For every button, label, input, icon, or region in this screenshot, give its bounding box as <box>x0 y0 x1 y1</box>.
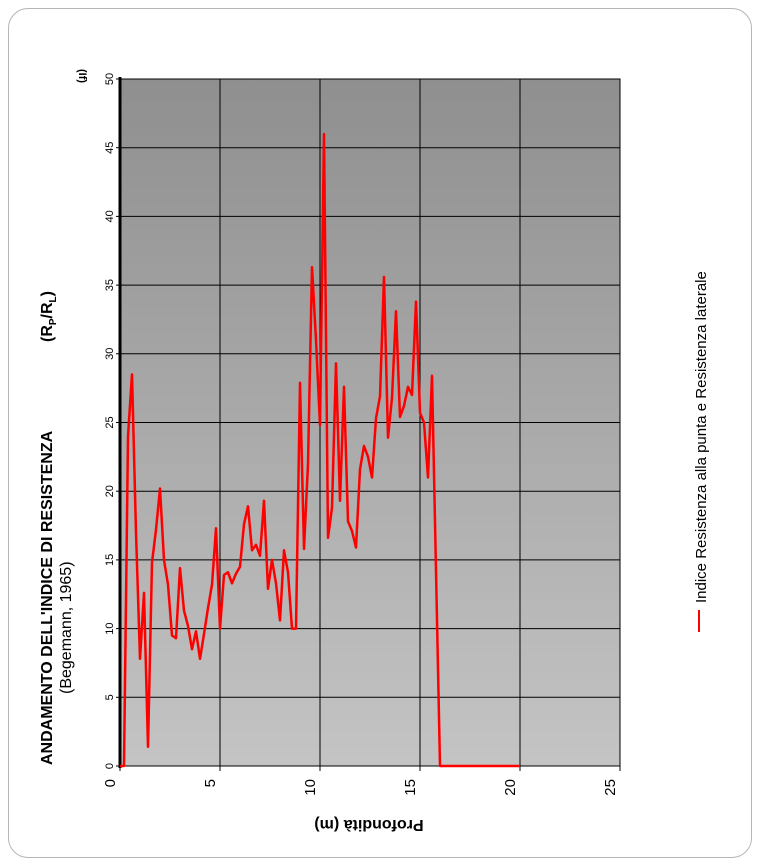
chart-title-ratio: (RP/RL) <box>39 291 59 342</box>
chart-title: ANDAMENTO DELL'INDICE DI RESISTENZA <box>39 430 56 765</box>
y-tick-label: 20 <box>104 485 116 497</box>
series-layer <box>120 132 520 768</box>
series-line <box>120 132 520 768</box>
y-tick-label: 0 <box>104 763 116 769</box>
y-tick-label: 5 <box>104 694 116 700</box>
x-tick-label: 15 <box>402 779 419 796</box>
y-tick-label: 35 <box>104 279 116 291</box>
y-axis-label: (If) <box>76 69 88 83</box>
x-tick-label: 10 <box>302 779 319 796</box>
x-tick-label: 5 <box>202 779 219 787</box>
tick-labels: 0 5 10 15 20 25 0 5 10 15 20 25 30 35 40 45 50 <box>102 73 619 796</box>
ratio-sub-l: L <box>48 296 59 302</box>
y-tick-label: 40 <box>104 210 116 222</box>
x-axis-label: Profondità (m) <box>314 816 423 833</box>
x-tick-label: 25 <box>602 779 619 796</box>
y-tick-label: 15 <box>104 554 116 566</box>
y-tick-label: 30 <box>104 348 116 360</box>
ratio-close: ) <box>39 291 56 296</box>
chart-subtitle: (Begemann, 1965) <box>58 561 75 694</box>
ratio-open: (R <box>39 325 56 342</box>
x-tick-label: 20 <box>502 779 519 796</box>
ratio-sub-p: P <box>48 318 59 325</box>
y-tick-label: 10 <box>104 622 116 634</box>
y-tick-label: 50 <box>104 73 116 85</box>
axes <box>116 77 621 771</box>
y-tick-label: 25 <box>104 416 116 428</box>
y-tick-label: 45 <box>104 142 116 154</box>
legend-label: Indice Resistenza alla punta e Resistenz… <box>693 271 710 603</box>
x-tick-label: 0 <box>102 779 119 787</box>
ratio-slash: /R <box>39 302 56 318</box>
